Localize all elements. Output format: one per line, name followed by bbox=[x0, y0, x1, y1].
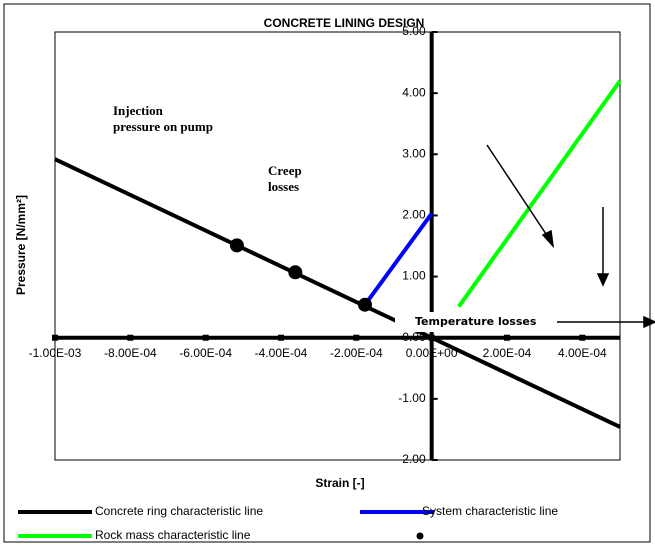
legend-label: System characteristic line bbox=[422, 504, 558, 518]
x-tick bbox=[278, 334, 284, 341]
data-point bbox=[229, 238, 244, 253]
x-tick-label: 4.00E-04 bbox=[558, 346, 607, 360]
x-tick-label: 0.00E+00 bbox=[406, 346, 458, 360]
x-tick-label: -1.00E-03 bbox=[29, 346, 82, 360]
x-tick bbox=[579, 334, 586, 341]
x-tick bbox=[202, 334, 209, 341]
data-point bbox=[357, 297, 372, 312]
plot-border bbox=[54, 31, 621, 461]
y-tick-label: 3.00 bbox=[402, 146, 426, 160]
annotation: Creep losses bbox=[268, 163, 302, 194]
x-tick-label: -2.00E-04 bbox=[330, 346, 383, 360]
y-tick-label: 4.00 bbox=[402, 85, 426, 99]
data-point bbox=[288, 265, 303, 280]
series-line bbox=[363, 212, 434, 306]
x-tick-label: 2.00E-04 bbox=[483, 346, 532, 360]
x-tick-label: -4.00E-04 bbox=[255, 346, 308, 360]
chart-border bbox=[3, 3, 651, 543]
y-tick-label: 2.00 bbox=[402, 208, 426, 222]
y-axis-label: Pressure [N/mm²] bbox=[14, 195, 28, 295]
x-tick-label: -6.00E-04 bbox=[179, 346, 232, 360]
arrows bbox=[486, 144, 655, 329]
legend-label: Concrete ring characteristic line bbox=[95, 504, 263, 518]
y-tick-label: 1.00 bbox=[402, 269, 426, 283]
x-tick bbox=[353, 334, 360, 341]
y-tick-label: 5.00 bbox=[402, 24, 426, 38]
x-tick bbox=[52, 334, 58, 341]
x-tick bbox=[127, 334, 134, 341]
legend-label: Rock mass characteristic line bbox=[95, 528, 251, 542]
series-line bbox=[457, 79, 622, 308]
x-axis-label: Strain [-] bbox=[315, 476, 364, 490]
series-line bbox=[54, 157, 621, 429]
annotation-box: Temperature losses bbox=[395, 312, 555, 332]
y-tick-label: -2.00 bbox=[398, 452, 426, 466]
annotation: Injection pressure on pump bbox=[113, 103, 213, 134]
y-tick-label: -1.00 bbox=[398, 391, 426, 405]
x-tick-label: -8.00E-04 bbox=[104, 346, 157, 360]
x-tick bbox=[504, 334, 510, 341]
chart-title: CONCRETE LINING DESIGN bbox=[264, 16, 425, 30]
legend-marker bbox=[416, 532, 424, 540]
